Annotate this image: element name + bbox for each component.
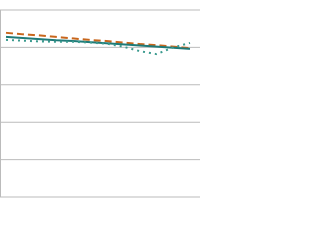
chart [0, 9, 200, 198]
series-line [5, 31, 191, 50]
series-line [5, 38, 191, 56]
series-line [5, 35, 191, 50]
